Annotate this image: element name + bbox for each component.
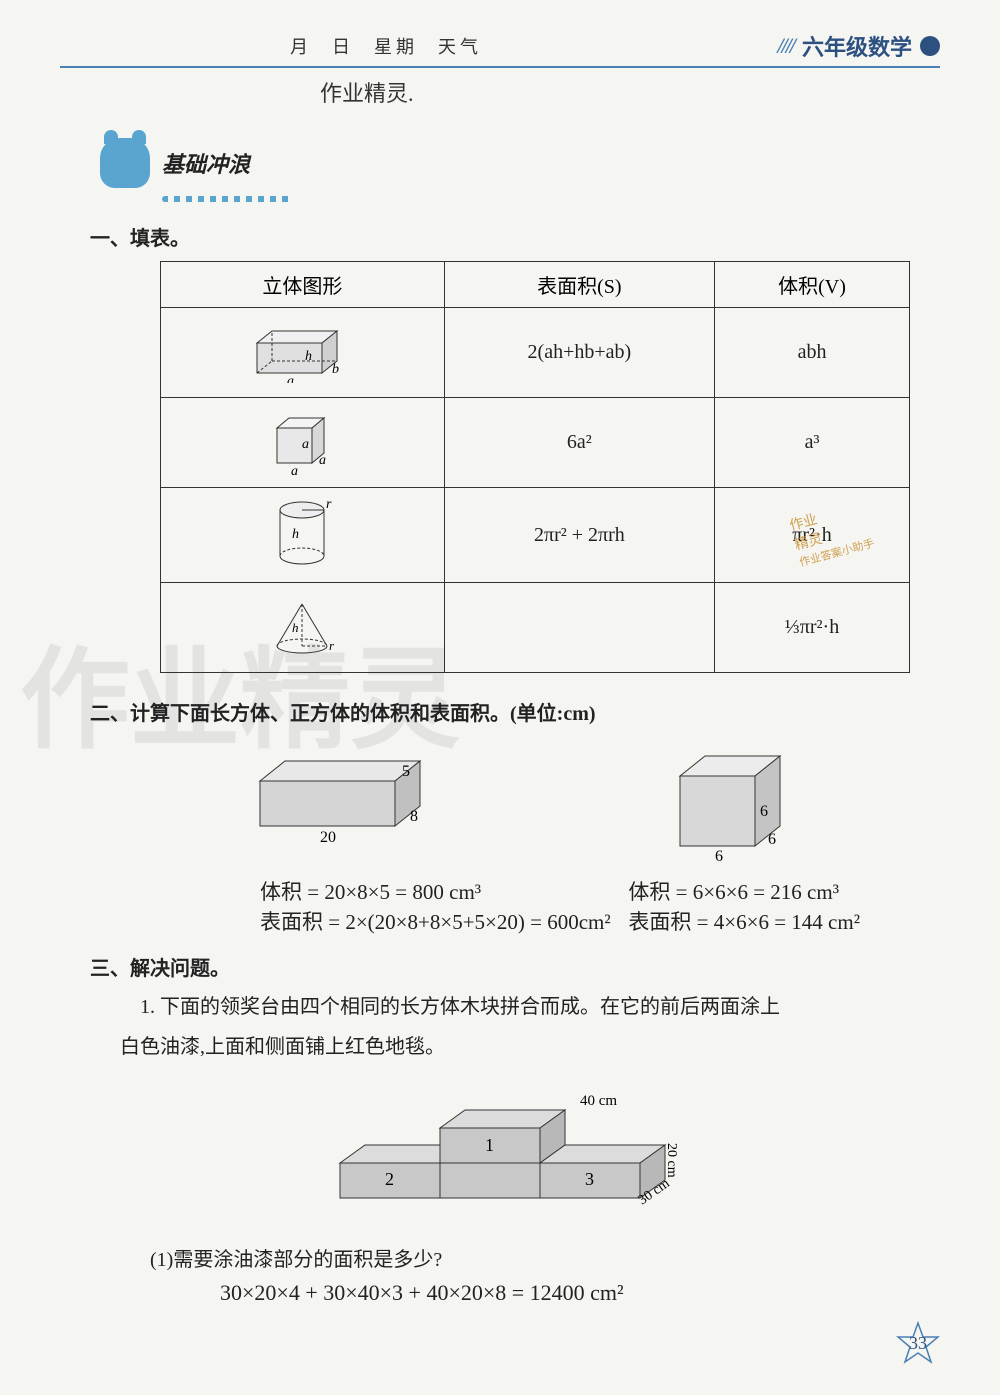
svg-text:h: h [292, 620, 299, 635]
svg-text:40 cm: 40 cm [580, 1093, 617, 1109]
handwritten-header: 作业精灵. [320, 76, 940, 108]
table-row: h r ⅓πr²·h [161, 583, 910, 673]
col3-header: 体积(V) [715, 262, 910, 308]
svg-text:a: a [291, 464, 298, 478]
cuboid-volume: abh [715, 308, 910, 398]
q3-sub1: (1)需要涂油漆部分的面积是多少? [150, 1243, 940, 1272]
svg-text:h: h [292, 527, 299, 542]
section-header: 基础冲浪 [100, 138, 940, 188]
svg-text:a: a [302, 437, 309, 452]
svg-text:r: r [329, 638, 335, 653]
cone-shape: h r [161, 583, 445, 673]
month-label: 月 [290, 33, 312, 59]
grade-badge: //// 六年级数学 [778, 30, 940, 62]
svg-text:6: 6 [715, 848, 723, 865]
cat-icon [100, 138, 150, 188]
table-header-row: 立体图形 表面积(S) 体积(V) [161, 262, 910, 308]
cylinder-shape: r h [161, 488, 445, 583]
day-label: 日 [332, 33, 354, 59]
cuboid-sa-ans: 表面积 = 2×(20×8+8×5+5×20) = 600cm² [260, 906, 611, 936]
svg-text:a: a [287, 374, 294, 383]
q3-label: 三、解决问题。 [90, 952, 940, 981]
svg-text:6: 6 [760, 803, 768, 820]
q1-label: 一、填表。 [90, 222, 940, 251]
q3-p1-line2: 白色油漆,上面和侧面铺上红色地毯。 [120, 1031, 940, 1063]
q3-p1-line1: 1. 下面的领奖台由四个相同的长方体木块拼合而成。在它的前后两面涂上 [140, 991, 940, 1023]
weather-label: 天气 [438, 33, 482, 59]
cone-surface [444, 583, 714, 673]
table-row: a b h 2(ah+hb+ab) abh [161, 308, 910, 398]
page-number: 33 [909, 1333, 927, 1354]
page-header: 月 日 星期 天气 //// 六年级数学 [60, 30, 940, 68]
cuboid-figure: 5 8 20 [240, 746, 440, 856]
col1-header: 立体图形 [161, 262, 445, 308]
cuboid-surface: 2(ah+hb+ab) [444, 308, 714, 398]
svg-text:5: 5 [402, 763, 410, 780]
col2-header: 表面积(S) [444, 262, 714, 308]
grade-title: 六年级数学 [802, 30, 912, 62]
dot-icon [920, 36, 940, 56]
cylinder-surface: 2πr² + 2πrh [444, 488, 714, 583]
cube-surface: 6a² [444, 398, 714, 488]
svg-text:1: 1 [485, 1135, 494, 1155]
svg-text:h: h [305, 349, 312, 364]
podium-figure: 1 2 3 40 cm 20 cm 30 cm [60, 1083, 940, 1223]
q2-shapes: 5 8 20 6 6 6 [240, 746, 940, 866]
wavy-underline [162, 196, 292, 202]
cube-shape: a a a [161, 398, 445, 488]
svg-text:8: 8 [410, 808, 418, 825]
section-title: 基础冲浪 [162, 147, 250, 179]
slash-decor: //// [778, 33, 794, 59]
q3-sub1-answer: 30×20×4 + 30×40×3 + 40×20×8 = 12400 cm² [220, 1280, 940, 1306]
svg-text:r: r [326, 497, 332, 512]
weekday-label: 星期 [374, 33, 418, 59]
cube-figure: 6 6 6 [660, 746, 810, 866]
svg-text:20 cm: 20 cm [664, 1143, 679, 1178]
svg-text:20: 20 [320, 829, 336, 846]
cone-volume: ⅓πr²·h [715, 583, 910, 673]
page-number-badge: 33 [896, 1321, 940, 1365]
svg-text:6: 6 [768, 831, 776, 848]
svg-text:b: b [332, 362, 339, 377]
cube-sa-ans: 表面积 = 4×6×6 = 144 cm² [628, 906, 860, 936]
cube-vol-ans: 体积 = 6×6×6 = 216 cm³ [628, 876, 860, 906]
q2-label: 二、计算下面长方体、正方体的体积和表面积。(单位:cm) [90, 697, 940, 726]
svg-text:a: a [319, 453, 326, 468]
cube-volume: a³ [715, 398, 910, 488]
table-row: a a a 6a² a³ [161, 398, 910, 488]
svg-text:3: 3 [585, 1169, 594, 1189]
cuboid-vol-ans: 体积 = 20×8×5 = 800 cm³ [260, 876, 611, 906]
svg-text:2: 2 [385, 1169, 394, 1189]
cuboid-shape: a b h [161, 308, 445, 398]
formula-table: 立体图形 表面积(S) 体积(V) a b h 2(ah+hb+ab) abh [160, 261, 910, 673]
q2-answers: 体积 = 20×8×5 = 800 cm³ 表面积 = 2×(20×8+8×5+… [60, 876, 940, 936]
date-fields: 月 日 星期 天气 [290, 33, 482, 59]
